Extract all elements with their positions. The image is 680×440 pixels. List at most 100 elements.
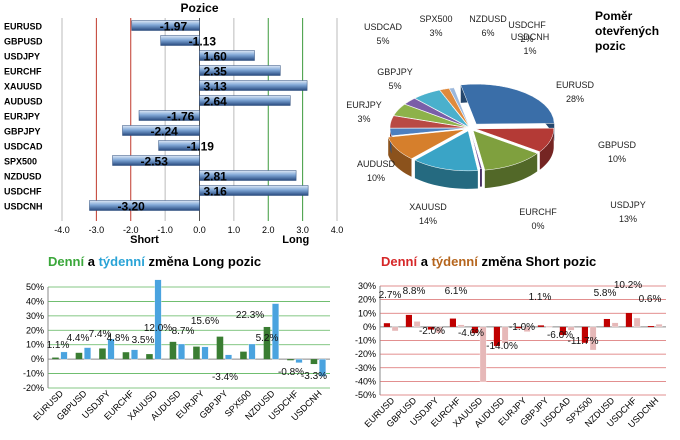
value-label: -0.8% [278,367,304,378]
value-label: 1.1% [47,340,70,351]
pie-label: XAUUSD [409,202,447,212]
daily-bar [146,354,153,360]
position-bar [160,35,200,46]
value-label: -6.0% [547,330,573,341]
pie-slice [389,115,469,129]
pie-percent: 6% [481,28,494,38]
weekly-bar [567,326,575,331]
pie-slice [404,98,469,128]
pie-label: GBPJPY [377,67,413,77]
ratio-pie-chart: EURUSD 28% GBPUSD 10% USDJPY 13% EURCHF 0% XAUUS… [346,9,659,231]
value-label: 4.4% [67,333,90,344]
category-label: SPX500 [4,157,37,167]
daily-bar [625,312,632,327]
position-bar [199,50,255,61]
pie-label: USDJPY [610,200,646,210]
chart-title: Denní a týdenní změna Short pozic [381,254,596,269]
x-tick-label: -2.0 [123,225,139,235]
category-label: USDJPY [4,52,40,62]
y-tick-label: 20% [358,295,376,305]
x-tick-label: 2.0 [262,225,275,235]
value-label: 3.16 [204,185,228,199]
weekly-bar [154,279,162,360]
y-tick-label: 50% [26,282,44,292]
pie-slice-side [388,137,412,177]
weekly-bar [60,351,68,360]
pie-slice-side [539,128,554,170]
value-label: 2.64 [204,95,228,109]
y-tick-label: -20% [355,349,376,359]
chart-title: Denní a týdenní změna Long pozic [48,254,261,269]
value-label: 8.8% [403,286,426,297]
daily-bar [52,357,59,360]
short-label: Short [130,234,159,246]
value-label: -1.19 [187,140,215,154]
category-label: EURJPY [4,112,40,122]
category-label: NZDUSD [4,172,42,182]
value-label: 2.7% [379,290,402,301]
category-label: GBPUSD [4,37,43,47]
daily-bar [559,326,566,336]
pie-percent: 10% [367,173,385,183]
value-label: -11.7% [568,336,599,347]
y-tick-label: 30% [358,281,376,291]
pie-title: pozic [595,39,626,53]
x-tick-label: -1.0 [157,225,173,235]
daily-bar [240,351,247,360]
pie-slice [475,127,554,152]
value-label: 6.1% [445,286,468,297]
weekly-bar [319,358,326,377]
pie-percent: 13% [619,214,637,224]
value-label: -2.53 [141,155,169,169]
pie-slice [414,89,470,128]
pie-title: Poměr [595,9,633,23]
weekly-bar [611,322,619,328]
pie-percent: 1% [523,46,536,56]
long-change-chart: Denní a týdenní změna Long pozic 50% 40% 30… [23,254,330,423]
weekly-bar [655,323,663,328]
weekly-bar [633,317,641,328]
pie-title: otevřených [595,24,659,38]
pie-percent: 14% [419,216,437,226]
pie-slice-side [479,168,482,187]
value-label: -4.6% [458,328,484,339]
position-bar [112,155,200,166]
y-tick-label: 10% [26,340,44,350]
title-part: Denní [48,254,85,269]
daily-bar [603,318,610,327]
weekly-bar [107,338,115,360]
pie-percent: 10% [608,154,626,164]
y-tick-label: 40% [26,296,44,306]
pie-label: EURCHF [519,207,557,217]
y-tick-label: -10% [355,336,376,346]
position-bar [138,110,200,121]
daily-bar [383,323,390,327]
weekly-bar [248,343,256,360]
value-label: 2.81 [204,170,228,184]
weekly-bar [178,343,185,360]
title-part: změna Long pozic [145,254,261,269]
positions-chart: -4.0 -3.0 -2.0 -1.0 0.0 1.0 2.0 3.0 4.0 Pozice EUR… [4,1,343,246]
daily-bar [405,314,412,327]
daily-bar [310,359,318,365]
value-label: 1.1% [529,292,552,303]
value-label: 15.6% [191,316,219,327]
value-label: -14.0% [486,341,518,352]
value-label: -2.24 [151,125,179,139]
pie-slice [389,127,469,137]
category-label: GBPJPY [4,127,41,137]
value-label: 10.2% [614,280,642,291]
long-label: Long [282,234,309,246]
title-part: týdenní [432,254,479,269]
weekly-bar [589,326,597,351]
pie-slice [460,83,555,125]
daily-bar [493,326,500,346]
weekly-bar [131,349,138,360]
y-tick-label: 10% [358,308,376,318]
weekly-bar [501,326,509,344]
daily-bar [471,326,478,334]
category-label: USDCHF [4,187,42,197]
value-label: 1.60 [204,50,228,64]
daily-bar [169,341,177,360]
